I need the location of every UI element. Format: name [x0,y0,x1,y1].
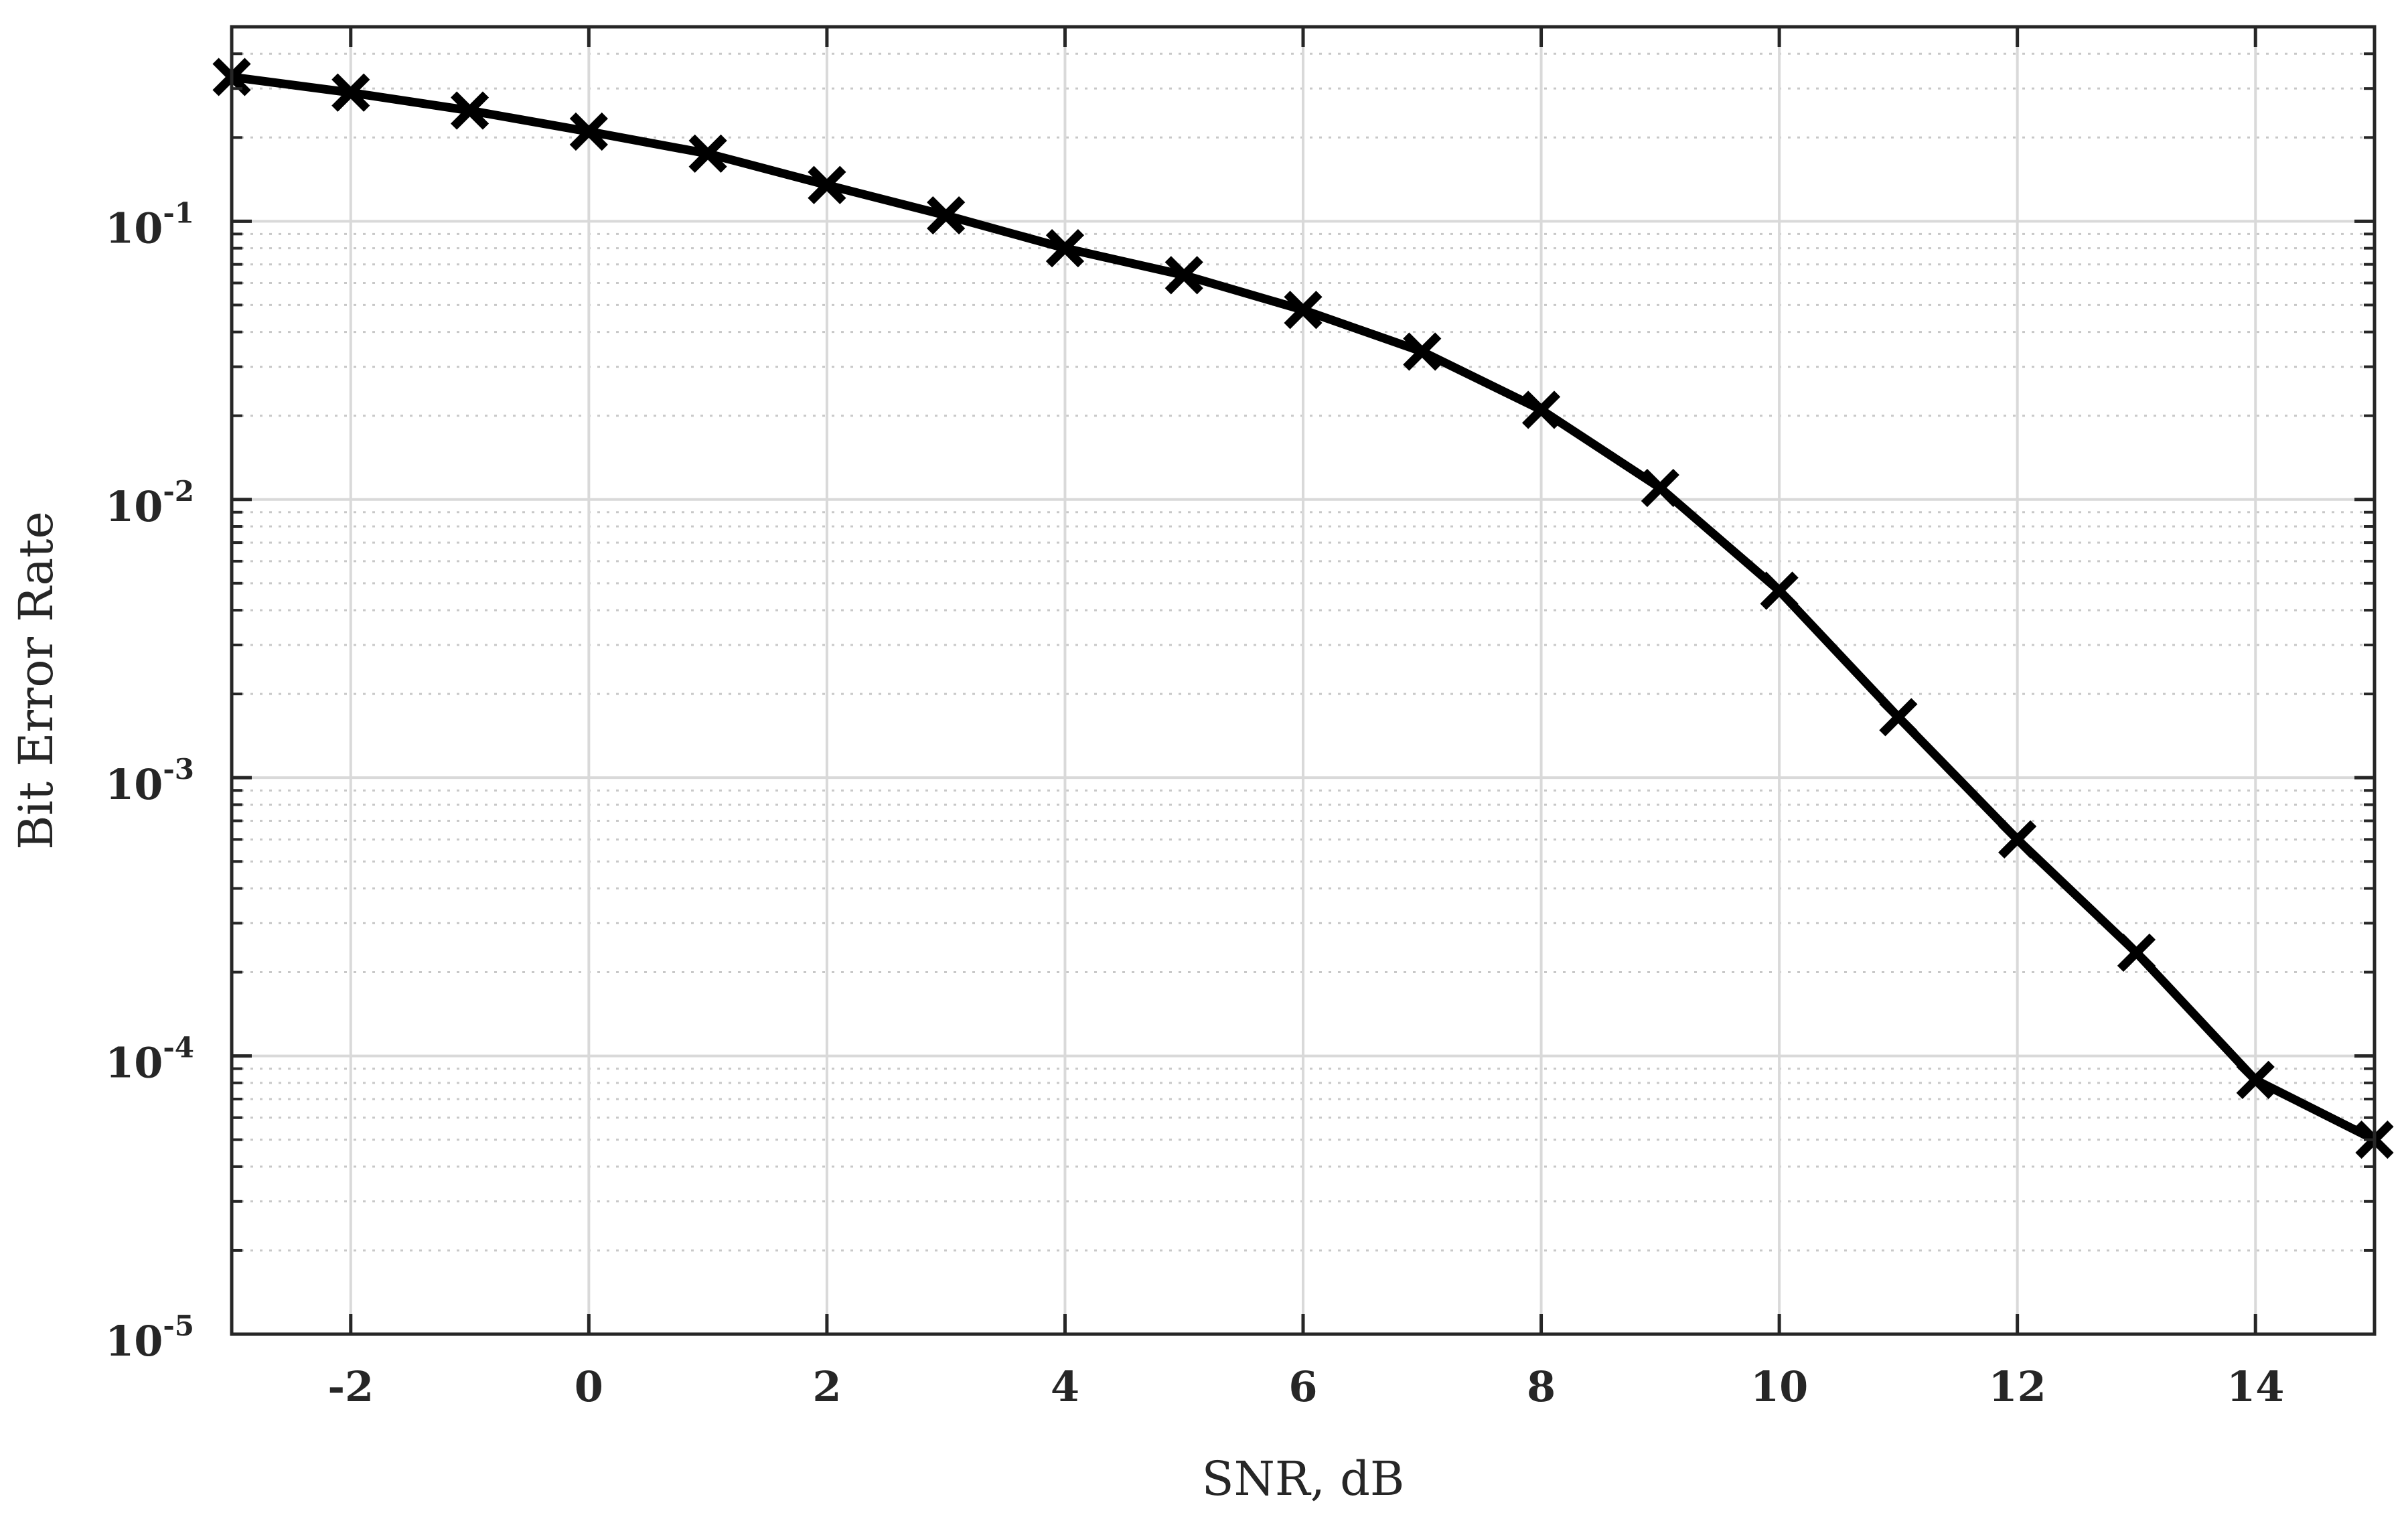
data-point-marker [450,91,490,130]
x-tick-label: 2 [812,1362,841,1411]
data-point-marker [1760,571,1799,610]
x-tick-label: -2 [327,1362,374,1411]
data-point-marker [331,73,370,112]
data-point-marker [1045,229,1085,268]
series-layer [212,58,2394,1159]
data-point-marker [688,134,727,173]
x-tick-label: 6 [1288,1362,1317,1411]
x-axis-label: SNR, dB [1202,1451,1405,1506]
data-point-marker [2117,933,2156,972]
data-point-marker [1641,468,1679,508]
y-tick-label: 10-3 [105,753,194,809]
data-point-marker [1879,698,1918,737]
data-point-marker [569,112,608,151]
x-tick-label: 14 [2227,1362,2284,1411]
x-tick-label: 4 [1051,1362,1079,1411]
x-tick-labels: -2 0 2 4 6 8 10 12 14 [327,1362,2284,1411]
data-point-marker [1403,332,1442,371]
data-point-marker [2236,1060,2275,1099]
y-axis-label: Bit Error Rate [9,511,64,850]
x-tick-label: 12 [1989,1362,2046,1411]
data-point-marker [1164,256,1203,295]
data-point-marker [808,165,846,204]
data-point-marker [1284,291,1323,330]
x-tick-label: 10 [1750,1362,1808,1411]
x-tick-label: 0 [575,1362,603,1411]
data-point-marker [927,196,966,235]
y-tick-label: 10-2 [105,475,194,531]
ticks [232,25,2375,1336]
data-point-marker [1521,390,1561,429]
data-point-marker [1998,820,2037,859]
y-tick-labels: 10-1 10-2 10-3 10-4 10-5 [105,196,194,1366]
y-tick-label: 10-5 [105,1309,194,1366]
x-tick-label: 8 [1527,1362,1556,1411]
y-tick-label: 10-1 [105,196,194,252]
y-tick-label: 10-4 [105,1031,194,1088]
